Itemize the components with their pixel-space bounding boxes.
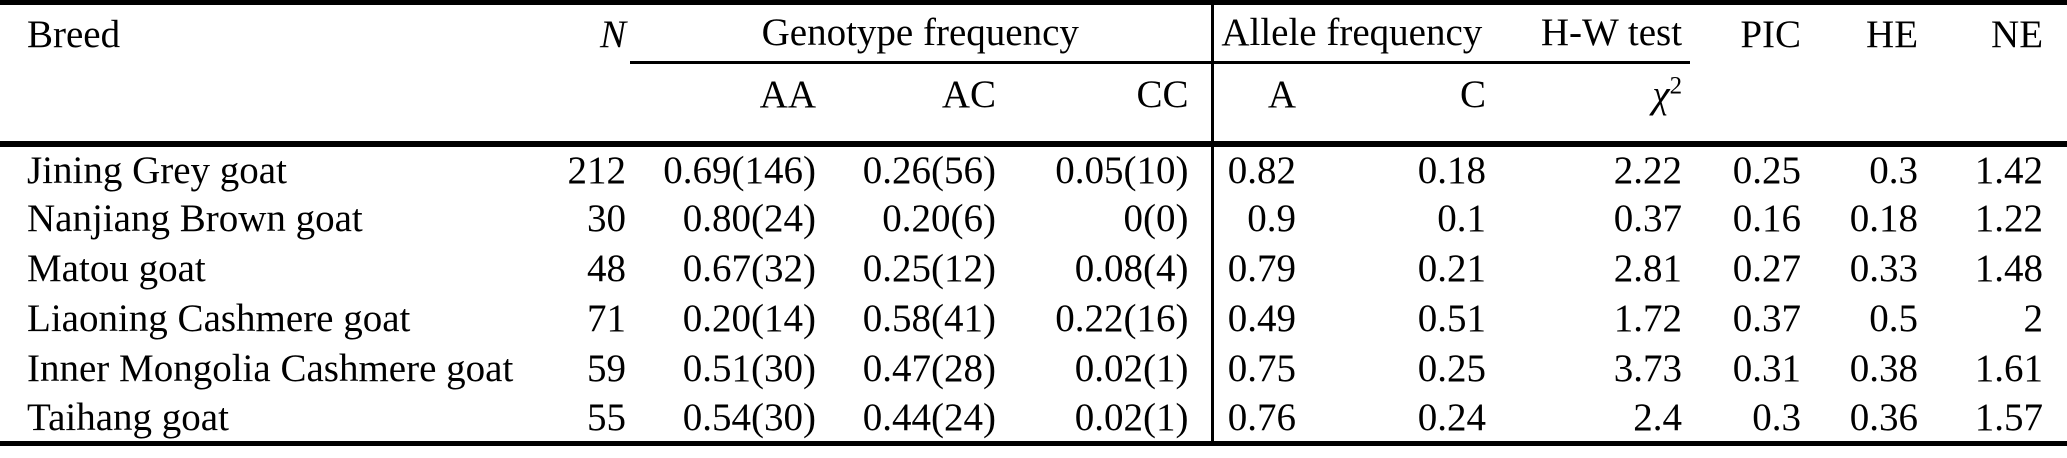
header-spacer-n [555,62,630,147]
cell-genotype-cc: 0.02(1) [1074,395,1189,439]
header-sub-row: AA AC CC A C χ2 [0,62,2067,147]
cell-ne: 1.57 [1974,395,2044,439]
cell-genotype-aa: 0.51(30) [682,347,816,390]
genotype-allele-frequency-table: Breed N Genotype frequency Allele freque… [0,0,2067,446]
cell-breed: Liaoning Cashmere goat [27,297,411,340]
column-header-pic: PIC [1740,12,1802,56]
cell-ne: 1.61 [1974,347,2044,390]
table-row: Matou goat 48 0.67(32) 0.25(12) 0.08(4) … [0,243,2067,294]
cell-genotype-ac: 0.26(56) [862,148,996,192]
cell-breed: Taihang goat [27,395,229,439]
table-header: Breed N Genotype frequency Allele freque… [0,2,2067,147]
header-spacer-breed [0,62,555,147]
cell-genotype-ac: 0.47(28) [862,347,996,390]
cell-genotype-aa: 0.20(14) [682,297,816,340]
column-header-he: HE [1866,12,1919,56]
cell-genotype-ac: 0.44(24) [862,395,996,439]
column-header-cc: CC [1000,62,1213,147]
table-row: Inner Mongolia Cashmere goat 59 0.51(30)… [0,343,2067,394]
cell-pic: 0.16 [1732,197,1802,240]
cell-ne: 1.42 [1974,148,2044,192]
cell-he: 0.36 [1849,395,1919,439]
cell-allele-c: 0.18 [1417,148,1487,192]
column-group-hw-test: H-W test [1490,2,1691,64]
cell-genotype-aa: 0.69(146) [663,148,816,192]
cell-he: 0.38 [1849,347,1919,390]
cell-n: 59 [587,347,626,390]
cell-allele-a: 0.82 [1210,143,1301,194]
cell-he: 0.3 [1869,148,1919,192]
cell-allele-a: 0.9 [1210,193,1301,244]
cell-chi-squared: 1.72 [1613,297,1683,340]
cell-allele-c: 0.24 [1417,395,1487,439]
cell-genotype-aa: 0.80(24) [682,197,816,240]
cell-chi-squared: 2.4 [1633,395,1683,439]
cell-genotype-aa: 0.54(30) [682,395,816,439]
cell-n: 55 [587,395,626,439]
cell-genotype-aa: 0.67(32) [682,247,816,290]
table-row: Liaoning Cashmere goat 71 0.20(14) 0.58(… [0,293,2067,344]
cell-genotype-ac: 0.58(41) [862,297,996,340]
cell-chi-squared: 2.81 [1613,247,1683,290]
cell-n: 30 [587,197,626,240]
cell-allele-c: 0.1 [1437,197,1487,240]
cell-allele-c: 0.21 [1417,247,1487,290]
column-header-chi-squared: χ2 [1490,62,1691,147]
column-header-ac: AC [820,62,1000,147]
column-group-allele-frequency: Allele frequency [1210,2,1491,64]
chi-symbol: χ [1652,72,1670,116]
cell-pic: 0.25 [1732,148,1802,192]
table-body: Jining Grey goat 212 0.69(146) 0.26(56) … [0,143,2067,444]
column-header-breed: Breed [27,12,121,56]
cell-allele-a: 0.79 [1210,243,1301,294]
cell-genotype-ac: 0.20(6) [882,197,996,240]
cell-genotype-ac: 0.25(12) [862,247,996,290]
cell-allele-a: 0.75 [1210,343,1301,394]
cell-he: 0.33 [1849,247,1919,290]
chi-exponent: 2 [1669,71,1683,99]
cell-n: 48 [587,247,626,290]
header-spacer-ne [1922,62,2067,147]
cell-n: 212 [567,148,627,192]
cell-genotype-cc: 0(0) [1123,197,1189,240]
cell-n: 71 [587,297,626,340]
cell-breed: Matou goat [27,247,206,290]
cell-ne: 1.48 [1974,247,2044,290]
cell-genotype-cc: 0.08(4) [1074,247,1189,290]
cell-genotype-cc: 0.02(1) [1074,347,1189,390]
column-header-a: A [1210,62,1301,147]
cell-genotype-cc: 0.05(10) [1055,148,1189,192]
cell-pic: 0.3 [1752,395,1802,439]
cell-genotype-cc: 0.22(16) [1055,297,1189,340]
cell-pic: 0.27 [1732,247,1802,290]
column-header-aa: AA [630,62,820,147]
cell-chi-squared: 0.37 [1613,197,1683,240]
cell-breed: Nanjiang Brown goat [27,197,363,240]
cell-chi-squared: 2.22 [1613,148,1683,192]
cell-he: 0.5 [1869,297,1919,340]
column-header-ne: NE [1991,12,2044,56]
cell-allele-a: 0.49 [1210,293,1301,344]
cell-ne: 1.22 [1974,197,2044,240]
header-spacer-pic [1690,62,1806,147]
table-row: Taihang goat 55 0.54(30) 0.44(24) 0.02(1… [0,393,2067,444]
column-header-n: N [599,12,626,56]
header-group-row: Breed N Genotype frequency Allele freque… [0,2,2067,64]
cell-he: 0.18 [1849,197,1919,240]
column-group-genotype-frequency: Genotype frequency [630,2,1213,64]
cell-allele-a: 0.76 [1210,393,1301,444]
cell-allele-c: 0.51 [1417,297,1487,340]
table-row: Nanjiang Brown goat 30 0.80(24) 0.20(6) … [0,193,2067,244]
cell-chi-squared: 3.73 [1613,347,1683,390]
cell-pic: 0.37 [1732,297,1802,340]
cell-pic: 0.31 [1732,347,1802,390]
column-header-c: C [1300,62,1491,147]
cell-allele-c: 0.25 [1417,347,1487,390]
cell-breed: Jining Grey goat [27,148,287,192]
table-row: Jining Grey goat 212 0.69(146) 0.26(56) … [0,143,2067,194]
cell-ne: 2 [2023,297,2044,340]
header-spacer-he [1805,62,1923,147]
cell-breed: Inner Mongolia Cashmere goat [27,347,514,390]
